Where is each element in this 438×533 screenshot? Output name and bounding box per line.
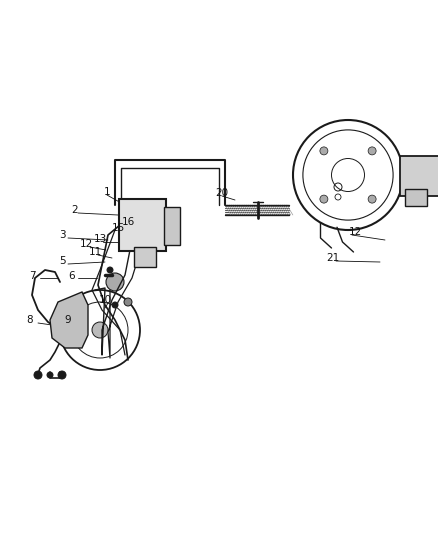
FancyBboxPatch shape [134,247,156,267]
Text: 10: 10 [99,295,112,305]
Circle shape [368,195,376,203]
Circle shape [34,371,42,379]
Text: 11: 11 [88,247,102,257]
FancyBboxPatch shape [400,156,438,196]
Text: 5: 5 [59,256,65,266]
Text: 9: 9 [65,315,71,325]
FancyBboxPatch shape [164,207,180,245]
Text: 2: 2 [72,205,78,215]
FancyBboxPatch shape [405,189,427,206]
Text: 6: 6 [69,271,75,281]
FancyBboxPatch shape [119,199,166,251]
Text: 1: 1 [104,187,110,197]
Polygon shape [50,292,88,348]
Text: 16: 16 [121,217,134,227]
Circle shape [320,147,328,155]
Text: 12: 12 [348,227,362,237]
Text: 12: 12 [79,239,92,249]
Circle shape [107,267,113,273]
Text: 21: 21 [326,253,339,263]
Circle shape [124,298,132,306]
Circle shape [47,372,53,378]
Text: 8: 8 [27,315,33,325]
Text: 15: 15 [111,223,125,233]
Text: 20: 20 [215,188,229,198]
Circle shape [92,322,108,338]
Text: 13: 13 [93,234,106,244]
Text: 3: 3 [59,230,65,240]
Circle shape [106,273,124,291]
Circle shape [368,147,376,155]
Circle shape [112,302,118,308]
Text: 7: 7 [28,271,35,281]
Circle shape [58,371,66,379]
Circle shape [320,195,328,203]
